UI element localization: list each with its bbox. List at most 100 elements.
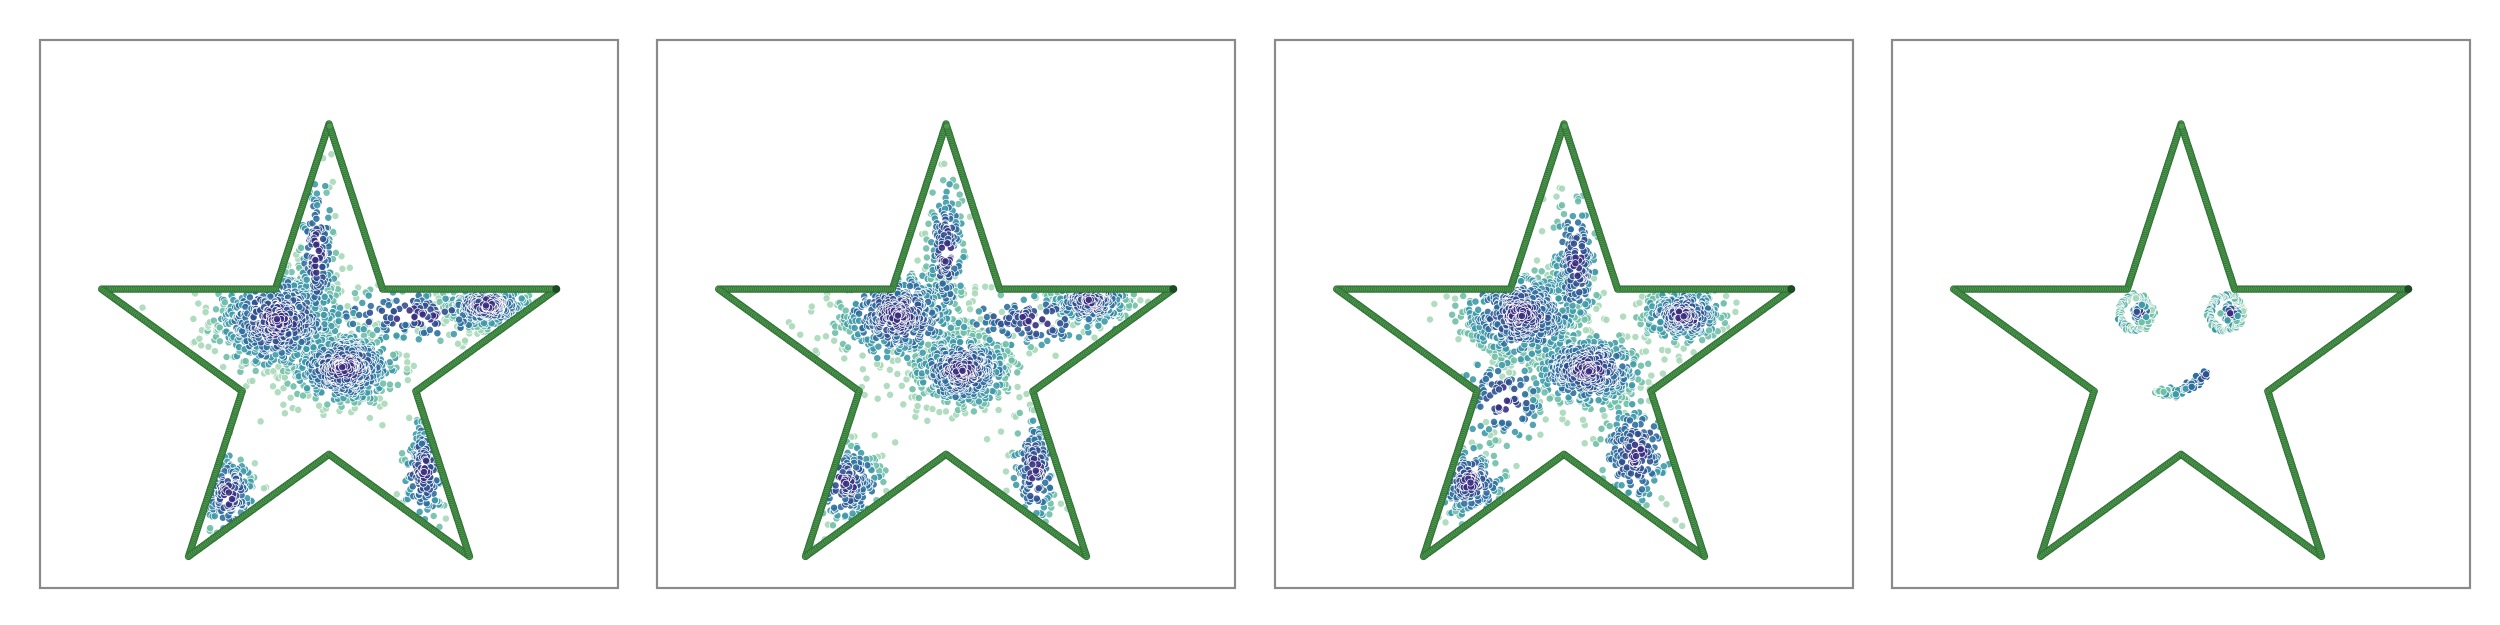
density-point	[885, 365, 894, 374]
density-point	[327, 150, 336, 159]
density-point	[971, 289, 979, 298]
density-point	[1042, 307, 1051, 316]
density-point	[454, 339, 462, 348]
density-point	[295, 303, 304, 311]
density-point	[1075, 333, 1083, 342]
density-point	[842, 479, 851, 488]
density-point	[318, 262, 327, 271]
panel-1	[38, 38, 620, 590]
density-point	[997, 427, 1005, 436]
density-point	[405, 306, 414, 315]
density-point	[1013, 429, 1022, 438]
density-point	[482, 301, 490, 310]
density-point	[389, 307, 398, 316]
density-point	[1013, 368, 1022, 377]
density-point	[297, 243, 306, 252]
density-point	[882, 382, 891, 390]
density-point	[380, 399, 389, 408]
density-point	[1024, 317, 1033, 326]
panel-2	[655, 38, 1237, 590]
density-point	[378, 421, 387, 430]
density-point	[392, 490, 401, 499]
density-point	[1022, 390, 1031, 398]
density-point	[954, 200, 963, 209]
density-point	[807, 302, 816, 311]
density-point	[1084, 295, 1093, 304]
density-point	[830, 503, 839, 512]
density-point	[365, 308, 374, 317]
density-point	[324, 213, 333, 222]
density-point	[862, 374, 871, 383]
density-point	[401, 321, 410, 329]
density-point	[858, 351, 867, 360]
density-point	[858, 365, 867, 374]
density-point	[269, 382, 277, 391]
density-point	[273, 315, 281, 324]
density-point	[1056, 499, 1065, 508]
density-point	[830, 336, 839, 345]
density-point	[250, 459, 259, 468]
density-point	[941, 257, 950, 266]
density-point	[1031, 321, 1040, 330]
density-point	[870, 431, 879, 440]
density-point	[928, 188, 937, 197]
density-point	[942, 407, 950, 416]
density-point	[365, 414, 374, 422]
density-point	[447, 306, 456, 315]
density-point	[844, 343, 852, 352]
density-point	[215, 323, 224, 332]
density-point	[206, 524, 215, 533]
density-point	[403, 376, 412, 385]
density-point	[273, 388, 282, 397]
density-point	[945, 180, 954, 189]
density-point	[923, 416, 932, 425]
density-point	[955, 190, 964, 199]
density-point	[939, 176, 948, 185]
density-point	[403, 364, 412, 373]
density-point	[1012, 480, 1021, 489]
density-point	[331, 212, 340, 220]
density-point	[1026, 492, 1035, 500]
density-point	[974, 307, 983, 316]
density-point	[279, 400, 288, 409]
density-point	[1009, 474, 1018, 483]
density-point	[286, 393, 295, 402]
density-point	[256, 417, 265, 426]
density-point	[349, 319, 357, 328]
density-point	[364, 317, 373, 326]
density-point	[848, 509, 857, 518]
density-point	[1013, 383, 1022, 391]
density-point	[985, 335, 994, 344]
density-point	[224, 488, 233, 497]
density-point	[811, 346, 820, 355]
density-point	[329, 227, 338, 236]
density-point	[461, 336, 469, 345]
density-point	[1019, 295, 1028, 304]
density-point	[922, 244, 931, 253]
density-point	[302, 275, 311, 284]
density-point	[334, 317, 343, 326]
density-point	[405, 413, 414, 422]
density-point	[1136, 296, 1145, 305]
density-point	[891, 438, 900, 447]
density-point	[325, 206, 334, 215]
density-point	[938, 279, 947, 288]
density-point	[345, 263, 354, 272]
density-point	[1100, 317, 1109, 326]
density-point	[1056, 319, 1065, 328]
density-point	[366, 302, 375, 310]
density-point	[449, 330, 458, 339]
density-point	[813, 334, 822, 343]
boundary-tip-point	[552, 285, 561, 294]
density-point	[1043, 336, 1052, 345]
density-point	[994, 406, 1003, 414]
density-point	[1015, 393, 1024, 402]
density-point	[294, 405, 303, 414]
density-point	[358, 298, 367, 307]
density-point	[343, 302, 352, 311]
density-point	[319, 235, 328, 243]
density-point	[323, 400, 332, 409]
density-point	[922, 253, 931, 262]
density-point	[315, 401, 324, 410]
